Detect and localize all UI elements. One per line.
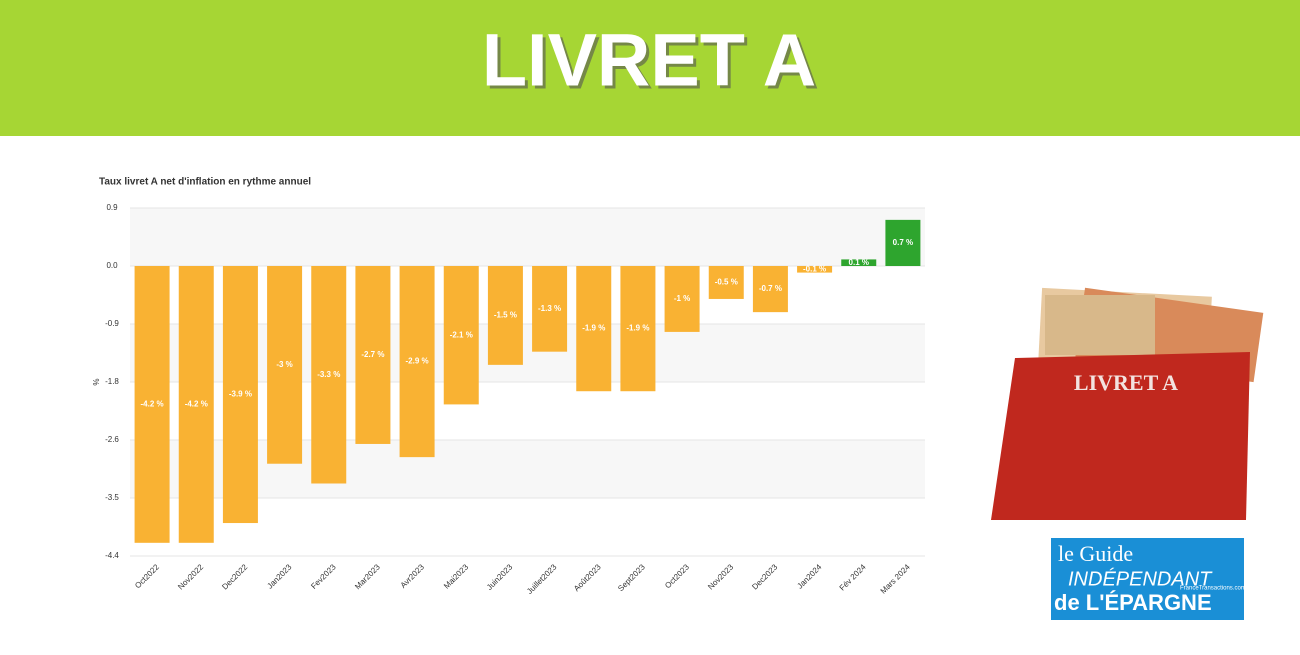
- value-label: -3.9 %: [229, 390, 252, 399]
- x-tick-label: Sept2023: [616, 562, 647, 593]
- x-tick-label: Juillet2023: [525, 562, 559, 596]
- value-label: -3 %: [276, 360, 292, 369]
- x-tick-label: Fév 2024: [838, 562, 868, 592]
- value-label: -4.2 %: [141, 400, 164, 409]
- value-label: -2.7 %: [361, 350, 384, 359]
- x-tick-label: Avr2023: [399, 562, 427, 590]
- bar: [487, 266, 523, 365]
- grid-band: [130, 324, 925, 382]
- logo-box: [1051, 538, 1244, 620]
- value-label: -0.1 %: [803, 264, 826, 273]
- x-tick-label: Oct2022: [133, 562, 161, 590]
- bar: [532, 266, 568, 352]
- livret-image: LIVRET A: [991, 287, 1264, 520]
- bar: [576, 266, 612, 392]
- y-tick-label: -3.5: [105, 493, 119, 502]
- bar: [222, 266, 258, 524]
- bar: [178, 266, 214, 543]
- value-label: -4.2 %: [185, 400, 208, 409]
- value-label: -1.5 %: [494, 311, 517, 320]
- value-label: -1 %: [674, 294, 690, 303]
- y-tick-label: 0.0: [106, 261, 118, 270]
- y-tick-label: -2.6: [105, 435, 119, 444]
- bar: [399, 266, 435, 458]
- bar: [708, 266, 744, 299]
- bar: [311, 266, 347, 484]
- value-label: -1.3 %: [538, 304, 561, 313]
- value-label: -1.9 %: [626, 324, 649, 333]
- bar: [267, 266, 303, 464]
- x-tick-label: Jan2024: [795, 562, 823, 590]
- bar: [797, 266, 833, 273]
- y-tick-label: -0.9: [105, 319, 119, 328]
- value-label: -1.9 %: [582, 324, 605, 333]
- logo-text: de L'ÉPARGNE: [1054, 590, 1212, 615]
- logo-text: le Guide: [1058, 541, 1133, 566]
- x-tick-label: Nov2022: [176, 562, 205, 591]
- value-label: -3.3 %: [317, 370, 340, 379]
- y-axis-label: %: [92, 378, 101, 385]
- value-label: -0.7 %: [759, 284, 782, 293]
- x-tick-label: Dec2022: [220, 562, 249, 591]
- grid-band: [130, 440, 925, 498]
- x-tick-label: Mai2023: [442, 562, 470, 590]
- x-tick-label: Dec2023: [750, 562, 779, 591]
- book-cover: [991, 352, 1250, 520]
- bar: [664, 266, 700, 332]
- chart-title: Taux livret A net d'inflation en rythme …: [99, 177, 311, 188]
- value-label: -2.9 %: [406, 357, 429, 366]
- value-label: -0.5 %: [715, 278, 738, 287]
- bar: [355, 266, 391, 444]
- bar: [443, 266, 479, 405]
- x-tick-label: Nov2023: [706, 562, 735, 591]
- bar: [841, 259, 877, 266]
- grid-band: [130, 208, 925, 266]
- x-tick-label: Juin2023: [485, 562, 515, 592]
- banner: [0, 0, 1300, 136]
- x-tick-label: Mars 2024: [879, 562, 912, 595]
- x-tick-label: Oct2023: [663, 562, 691, 590]
- bar: [752, 266, 788, 313]
- value-label: 0.1 %: [849, 258, 869, 267]
- x-tick-label: Fev2023: [309, 562, 338, 591]
- x-tick-label: Mar2023: [353, 562, 382, 591]
- logo-text: INDÉPENDANT: [1068, 567, 1213, 590]
- book-label: LIVRET A: [1074, 370, 1178, 395]
- x-tick-label: Août2023: [572, 562, 603, 593]
- value-label: 0.7 %: [893, 238, 913, 247]
- bar: [885, 219, 921, 266]
- logo-site: FranceTransactions.com: [1180, 586, 1246, 592]
- value-label: -2.1 %: [450, 330, 473, 339]
- y-tick-label: 0.9: [106, 203, 118, 212]
- bar: [134, 266, 170, 543]
- logo: le Guide INDÉPENDANT FranceTransactions.…: [1051, 538, 1246, 620]
- y-tick-label: -1.8: [105, 377, 119, 386]
- banknote: [1045, 295, 1155, 355]
- y-tick-label: -4.4: [105, 551, 119, 560]
- x-tick-label: Jan2023: [265, 562, 293, 590]
- banner-title: LIVRET A: [482, 19, 816, 102]
- banner-shadow: LIVRET A: [485, 22, 819, 105]
- bar: [620, 266, 656, 392]
